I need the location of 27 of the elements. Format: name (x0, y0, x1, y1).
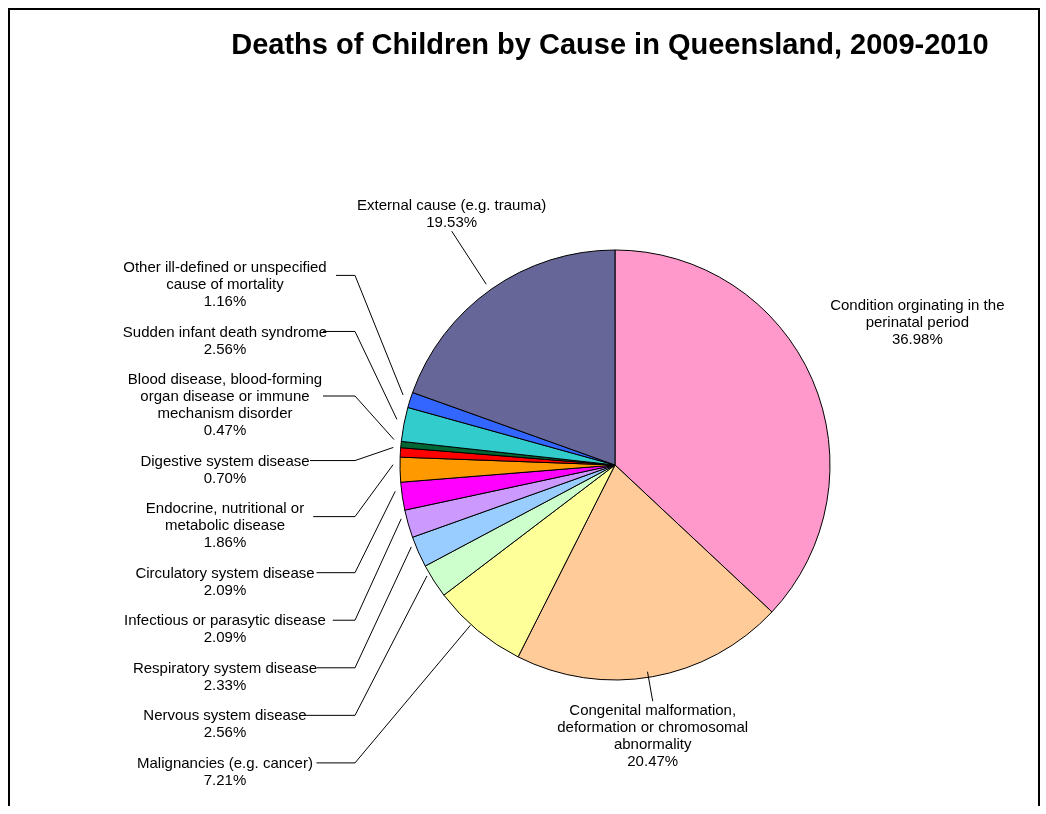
slice-label: Blood disease, blood-forming organ disease or immune mechanism disorder (127, 370, 323, 422)
data-label: 2.56% (203, 723, 247, 741)
data-label: 0.70% (203, 468, 247, 486)
data-label: 7.21% (203, 771, 247, 788)
slice-label: Condition orginating in the perinatal period (830, 295, 1005, 330)
data-label: 2.09% (203, 580, 247, 598)
data-label: 1.86% (203, 533, 247, 551)
chart-title: Deaths of Children by Cause in Queensland, 2009-2010 (231, 28, 989, 60)
slice-label: Congenital malformation, deformation or chromosomal abnormality (557, 701, 749, 753)
data-label: 2.33% (203, 675, 247, 693)
slice-label: External cause (e.g. trauma) (357, 196, 547, 214)
data-label: 2.09% (203, 628, 247, 646)
data-label: 20.47% (627, 752, 679, 770)
data-label: 1.16% (203, 292, 247, 309)
slice-label: Endocrine, nutritional or metabolic disease (145, 499, 305, 534)
slice-label: Malignancies (e.g. cancer) (137, 754, 313, 771)
slice-label: Circulatory system disease (135, 563, 315, 581)
slice-label: Respiratory system disease (132, 658, 318, 676)
slice-label: Other ill-defined or unspecified cause of mortality (123, 258, 327, 292)
data-label: 0.47% (203, 421, 247, 439)
slice-label: Digestive system disease (140, 451, 310, 469)
data-label: 19.53% (426, 213, 478, 231)
data-label: 36.98% (891, 329, 943, 347)
slice-label: Infectious or parasytic disease (124, 611, 326, 629)
slice-label: Sudden infant death syndrome (122, 322, 328, 340)
slice-label: Nervous system disease (143, 706, 307, 724)
data-label: 2.56% (203, 339, 247, 357)
